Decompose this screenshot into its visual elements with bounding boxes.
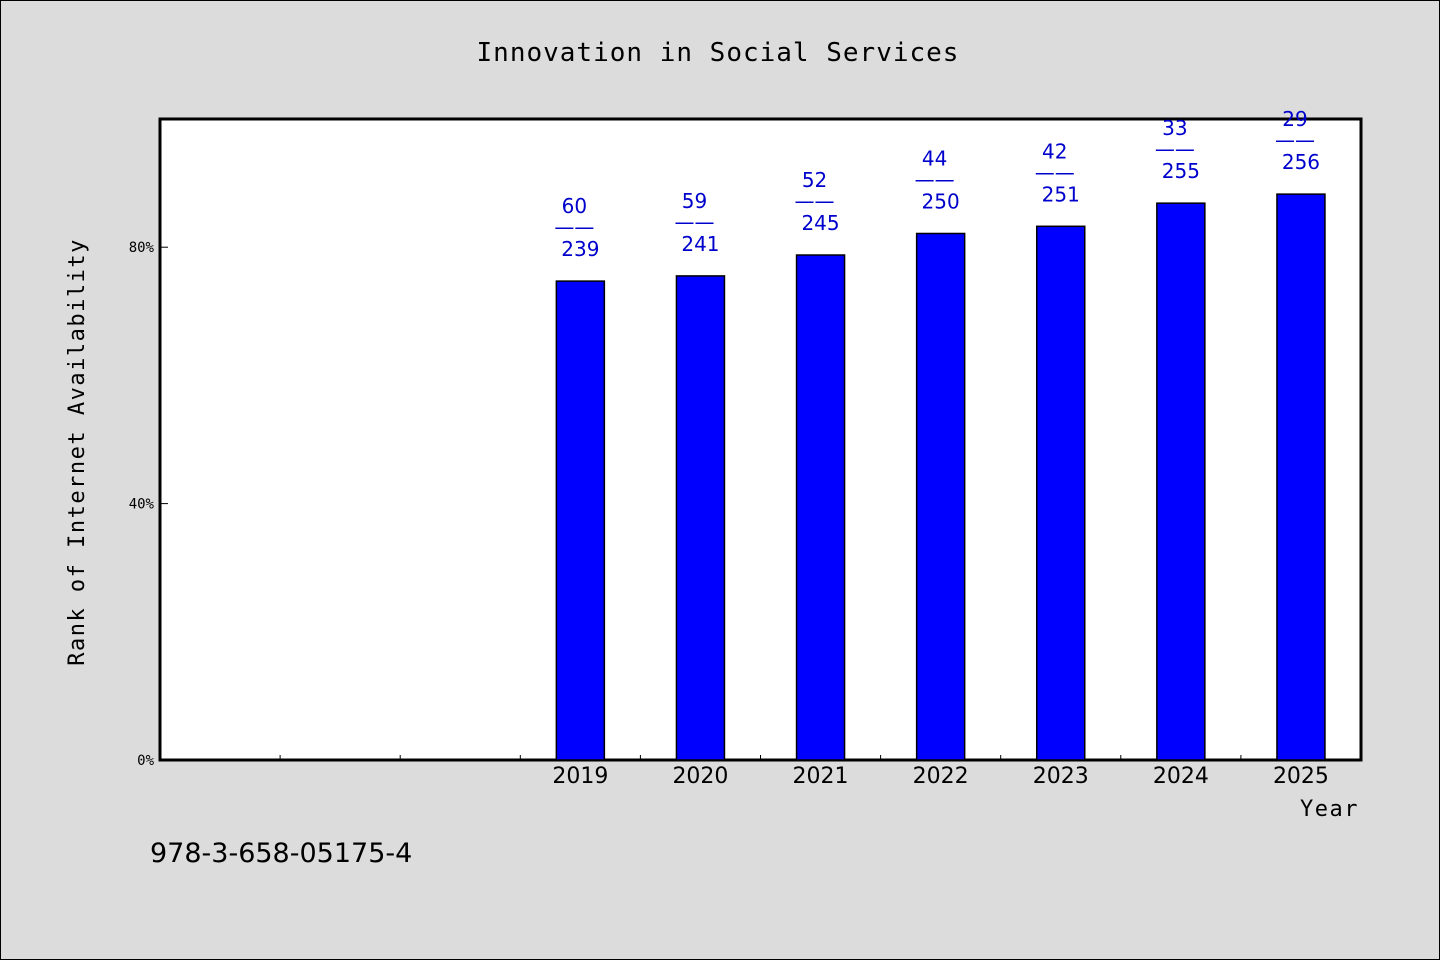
data-label-top-2020: 59 bbox=[682, 189, 707, 213]
data-label-separator-2025: —— bbox=[1275, 128, 1315, 152]
data-label-separator-2022: —— bbox=[915, 167, 955, 191]
bar-2019 bbox=[555, 280, 606, 761]
x-tick-label-2019: 2019 bbox=[552, 764, 608, 789]
data-label-bottom-2023: 251 bbox=[1042, 182, 1080, 206]
x-axis-label: Year bbox=[1300, 797, 1359, 822]
x-tick-label-2022: 2022 bbox=[913, 764, 969, 789]
bar-2022 bbox=[915, 232, 966, 761]
x-tick-label-2020: 2020 bbox=[672, 764, 728, 789]
y-tick-label: 0% bbox=[137, 753, 154, 769]
data-label-bottom-2022: 250 bbox=[922, 189, 960, 213]
data-label-top-2021: 52 bbox=[802, 168, 827, 192]
isbn-text: 978-3-658-05175-4 bbox=[150, 838, 412, 869]
bars-group bbox=[555, 193, 1326, 761]
data-label-bottom-2024: 255 bbox=[1162, 159, 1200, 183]
data-label-separator-2020: —— bbox=[674, 210, 714, 234]
data-label-top-2019: 60 bbox=[562, 194, 587, 218]
x-tick-label-2023: 2023 bbox=[1033, 764, 1089, 789]
x-tick-label-2021: 2021 bbox=[793, 764, 849, 789]
y-tick-label: 40% bbox=[129, 497, 155, 513]
data-labels-group: 60——23959——24152——24544——25042——25133——2… bbox=[554, 107, 1320, 261]
y-axis-ticks: 0% 40% 80% bbox=[129, 240, 168, 769]
data-label-top-2022: 44 bbox=[922, 146, 947, 170]
data-label-top-2025: 29 bbox=[1282, 107, 1307, 131]
data-label-bottom-2025: 256 bbox=[1282, 150, 1320, 174]
bar-2023 bbox=[1036, 225, 1086, 761]
data-label-top-2024: 33 bbox=[1162, 116, 1187, 140]
data-label-top-2023: 42 bbox=[1042, 139, 1067, 163]
y-tick-label: 80% bbox=[129, 240, 155, 256]
x-axis-ticks: 2019 2020 2021 2022 2023 2024 2025 bbox=[279, 755, 1329, 789]
chart-title: Innovation in Social Services bbox=[477, 38, 960, 68]
data-label-bottom-2021: 245 bbox=[801, 211, 839, 235]
x-tick-label-2025: 2025 bbox=[1273, 764, 1329, 789]
data-label-bottom-2020: 241 bbox=[681, 232, 719, 256]
data-label-bottom-2019: 239 bbox=[561, 237, 599, 261]
data-label-separator-2024: —— bbox=[1155, 137, 1195, 161]
data-label-separator-2019: —— bbox=[554, 215, 594, 239]
data-label-separator-2021: —— bbox=[795, 189, 835, 213]
bar-2020 bbox=[675, 275, 726, 761]
bar-2025 bbox=[1276, 193, 1326, 761]
y-axis-label: Rank of Internet Availability bbox=[65, 238, 90, 666]
data-label-separator-2023: —— bbox=[1035, 160, 1075, 184]
bar-2024 bbox=[1156, 202, 1206, 761]
bar-2021 bbox=[795, 254, 846, 761]
x-tick-label-2024: 2024 bbox=[1153, 764, 1209, 789]
